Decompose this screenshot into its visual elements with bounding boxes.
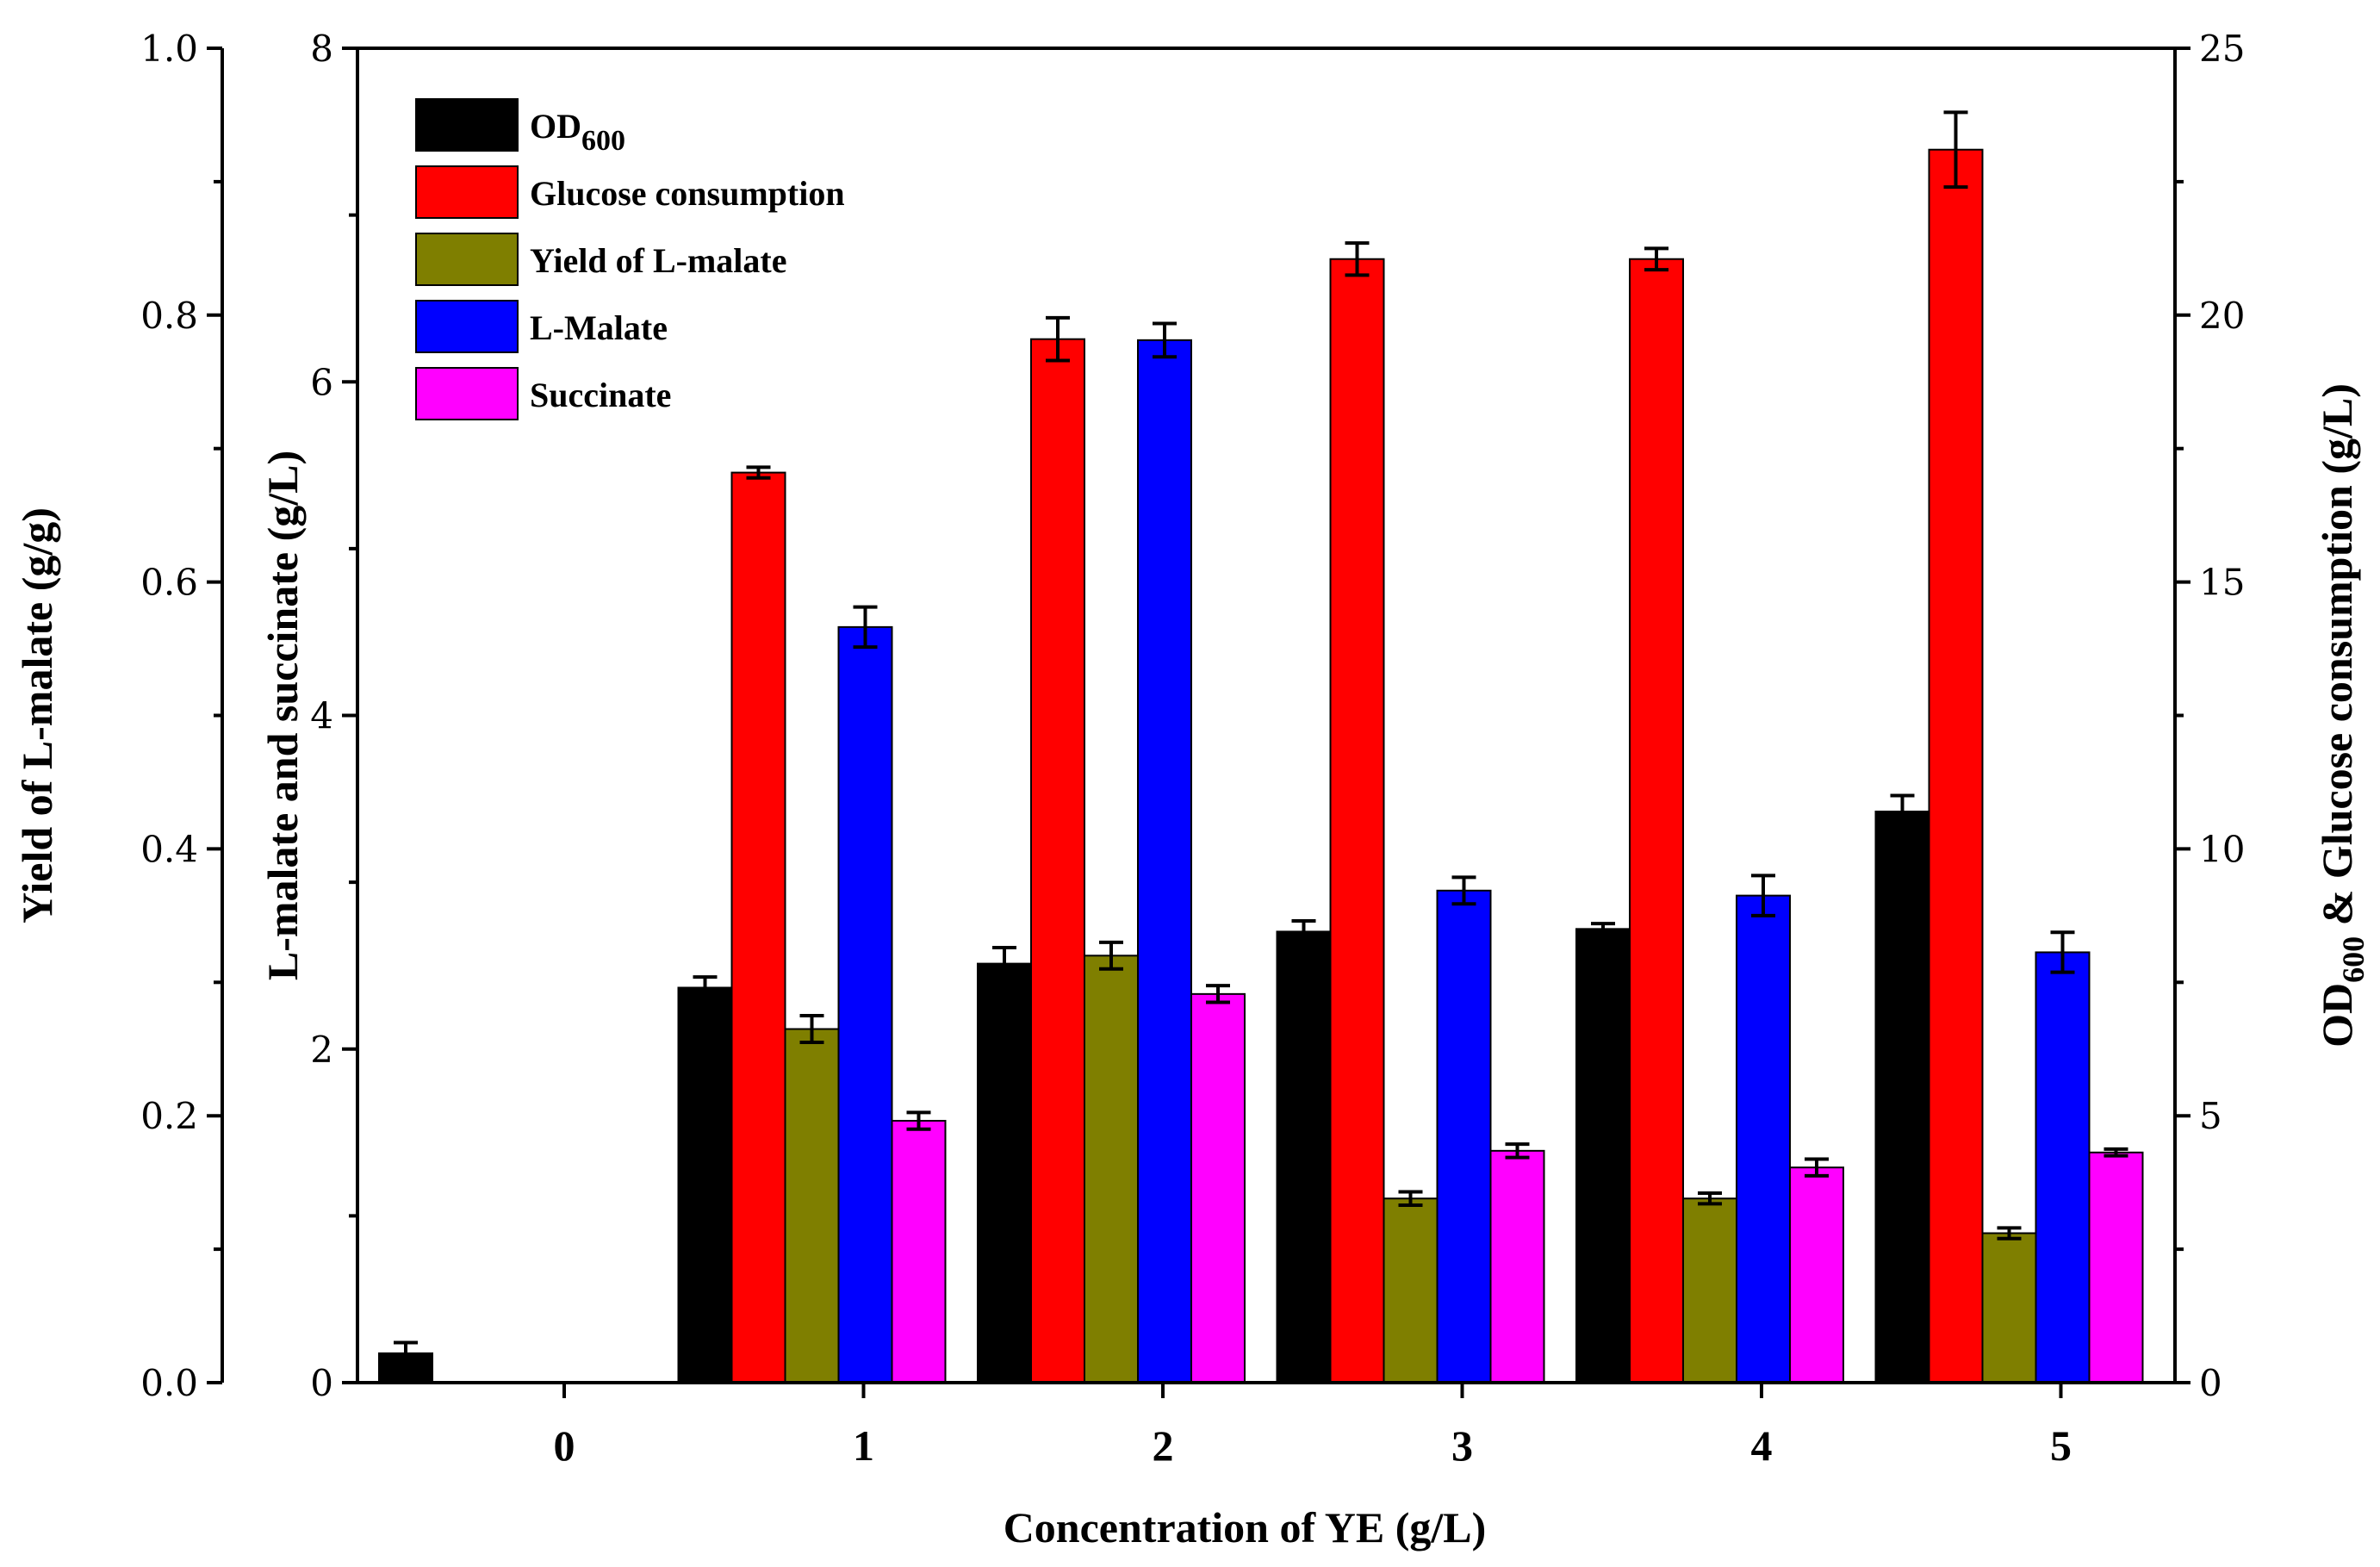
conc-tick-label: 8 bbox=[310, 28, 333, 70]
bar-l-malate bbox=[837, 625, 893, 1384]
legend: OD600 Glucose consumption Yield of L-malat… bbox=[415, 98, 845, 420]
conc-axis-title: L-malate and succinate (g/L) bbox=[258, 451, 307, 980]
legend-label-main: Succinate bbox=[530, 376, 671, 414]
legend-swatch bbox=[415, 98, 519, 152]
legend-swatch bbox=[415, 300, 519, 353]
x-tick-label: 5 bbox=[2050, 1421, 2072, 1470]
yield-tick-label: 0.0 bbox=[140, 1362, 198, 1404]
conc-tick-label: 4 bbox=[310, 695, 333, 737]
yield-tick-label: 0.4 bbox=[140, 828, 198, 870]
bar-od bbox=[1575, 928, 1631, 1384]
od-tick-label: 0 bbox=[2199, 1362, 2222, 1404]
od-tick-label: 10 bbox=[2199, 828, 2245, 870]
bar-succinate bbox=[1789, 1166, 1844, 1384]
bar-glucose-consumption bbox=[1329, 258, 1385, 1384]
yield-tick-label: 0.6 bbox=[140, 562, 198, 604]
bar-succinate bbox=[2088, 1151, 2144, 1384]
od-axis-title-rest: & Glucose consumption (g/L) bbox=[2313, 383, 2361, 936]
bar-yield-of-l-malate bbox=[1084, 955, 1139, 1384]
x-tick-label: 3 bbox=[1451, 1421, 1473, 1470]
yield-axis-title: Yield of L-malate (g/g) bbox=[13, 507, 61, 923]
x-tick-label: 4 bbox=[1751, 1421, 1773, 1470]
bar-glucose-consumption bbox=[1928, 148, 1984, 1384]
legend-label-main: Glucose consumption bbox=[530, 174, 845, 213]
legend-label-main: L-Malate bbox=[530, 308, 668, 347]
bar-succinate bbox=[1190, 992, 1246, 1384]
x-tick-label: 0 bbox=[554, 1421, 575, 1470]
od-tick-label: 25 bbox=[2199, 28, 2245, 70]
bar-l-malate bbox=[1436, 889, 1492, 1384]
x-tick-label: 2 bbox=[1153, 1421, 1174, 1470]
bar-succinate bbox=[891, 1120, 947, 1384]
conc-tick-label: 2 bbox=[310, 1029, 333, 1071]
legend-swatch bbox=[415, 367, 519, 420]
legend-label-main: Yield of L-malate bbox=[530, 241, 786, 280]
bar-l-malate bbox=[1736, 894, 1791, 1384]
legend-label-main: OD bbox=[530, 107, 581, 146]
bar-yield-of-l-malate bbox=[1383, 1197, 1439, 1384]
od-tick-label: 20 bbox=[2199, 295, 2245, 337]
legend-label: Glucose consumption bbox=[530, 174, 845, 213]
od-axis-title-sub: 600 bbox=[2336, 936, 2371, 983]
od-axis-title-main: OD bbox=[2313, 983, 2361, 1048]
od-axis-title: OD600 & Glucose consumption (g/L) bbox=[2313, 383, 2371, 1048]
bar-glucose-consumption bbox=[730, 471, 786, 1384]
legend-label: OD600 bbox=[530, 107, 625, 157]
bar-glucose-consumption bbox=[1030, 338, 1085, 1384]
bars bbox=[378, 110, 2144, 1384]
x-tick-label: 1 bbox=[853, 1421, 874, 1470]
legend-label: Yield of L-malate bbox=[530, 241, 786, 280]
legend-label: L-Malate bbox=[530, 308, 668, 347]
axes: 0.0 0.2 0.4 0.6 0.8 1.0 Yield of L-malate (g/g… bbox=[13, 28, 2371, 1551]
conc-tick-label: 6 bbox=[310, 361, 333, 403]
bar-l-malate bbox=[1137, 339, 1192, 1384]
bar-glucose-consumption bbox=[1629, 258, 1684, 1384]
legend-label: Succinate bbox=[530, 376, 671, 414]
yield-tick-label: 0.8 bbox=[140, 295, 198, 337]
bar-od bbox=[1874, 811, 1930, 1384]
bar-od bbox=[677, 986, 733, 1384]
bar-od bbox=[977, 962, 1032, 1384]
yield-tick-label: 1.0 bbox=[140, 28, 198, 70]
od-tick-label: 15 bbox=[2199, 562, 2245, 604]
bar-yield-of-l-malate bbox=[784, 1028, 840, 1384]
conc-tick-label: 0 bbox=[310, 1362, 333, 1404]
bar-yield-of-l-malate bbox=[1682, 1197, 1737, 1384]
legend-swatch bbox=[415, 233, 519, 286]
bar-yield-of-l-malate bbox=[1981, 1232, 2037, 1384]
bar-od bbox=[1276, 930, 1332, 1384]
legend-swatch bbox=[415, 165, 519, 219]
bar-l-malate bbox=[2035, 951, 2091, 1384]
bar-succinate bbox=[1489, 1149, 1545, 1384]
x-axis-title: Concentration of YE (g/L) bbox=[1004, 1503, 1487, 1551]
od-tick-label: 5 bbox=[2199, 1095, 2222, 1137]
legend-label-sub: 600 bbox=[581, 125, 625, 157]
yield-tick-label: 0.2 bbox=[140, 1095, 198, 1137]
